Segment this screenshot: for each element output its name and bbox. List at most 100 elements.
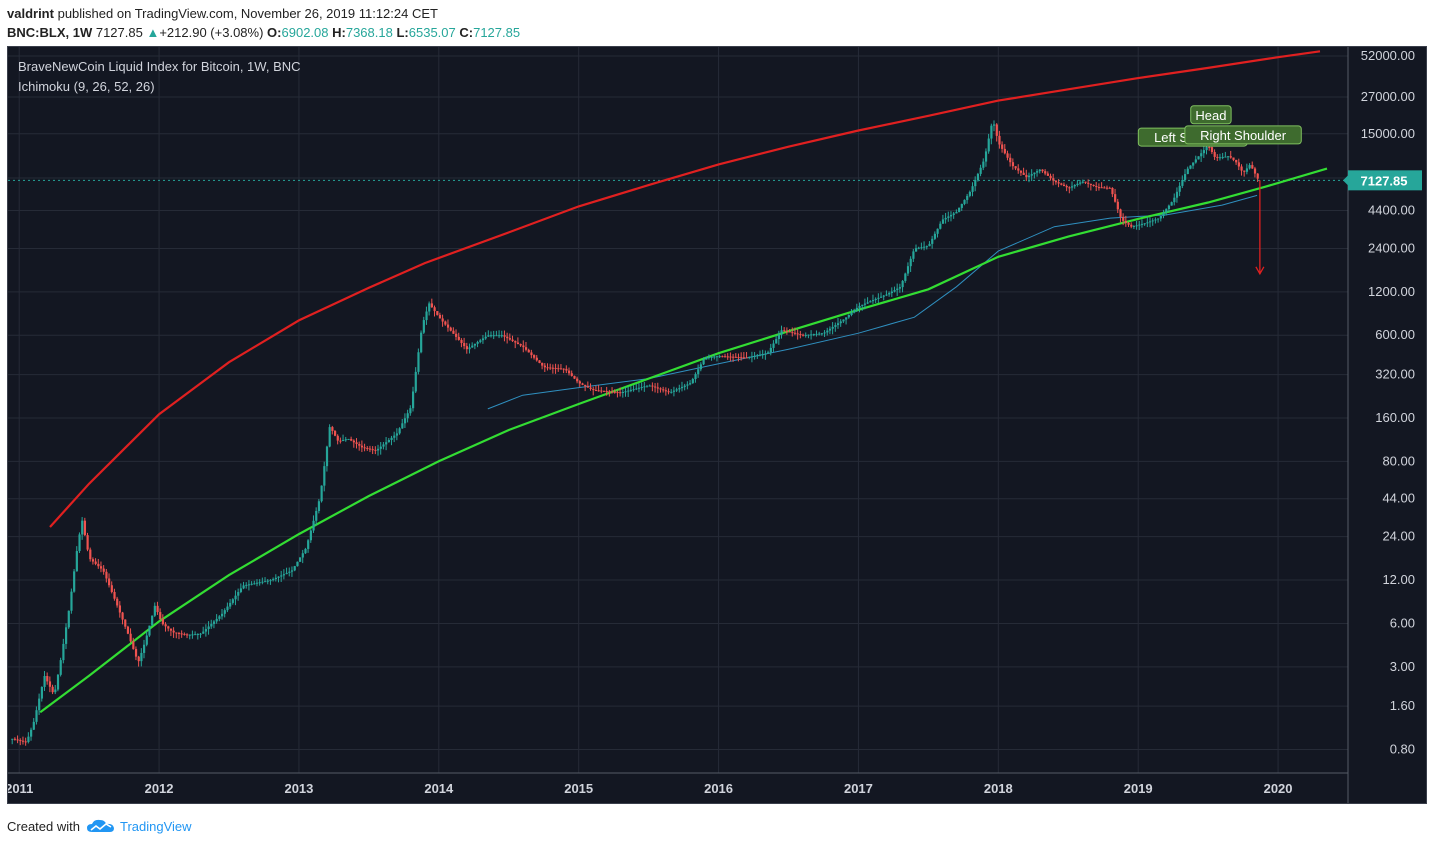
candle-body xyxy=(231,599,234,603)
candle-body xyxy=(847,315,850,318)
x-tick-label: 2011 xyxy=(8,781,33,796)
price-tag-bg xyxy=(1348,170,1422,191)
candle-body xyxy=(1162,212,1165,216)
candle-body xyxy=(1092,184,1095,186)
candle-body xyxy=(274,577,278,580)
support-curve[interactable] xyxy=(39,167,1328,714)
candle-body xyxy=(393,435,396,438)
last-price: 7127.85 xyxy=(95,25,143,40)
candle-body xyxy=(377,448,380,451)
pattern-label-bg xyxy=(1190,105,1232,125)
candle-body xyxy=(1122,216,1125,221)
candle-body xyxy=(288,571,291,573)
candle-body xyxy=(654,386,657,388)
candle-body xyxy=(576,378,579,382)
price-tag-label: 7127.85 xyxy=(1361,173,1408,188)
indicator-label[interactable]: Ichimoku (9, 26, 52, 26) xyxy=(18,79,155,94)
candle-body xyxy=(186,634,189,636)
candle-body xyxy=(866,302,869,304)
candle-body xyxy=(756,355,759,357)
candle-body xyxy=(342,439,345,441)
candle-body xyxy=(223,610,226,614)
y-tick-label: 6.00 xyxy=(1390,615,1415,630)
candle-body xyxy=(299,557,302,562)
low-value: 6535.07 xyxy=(408,25,456,40)
candle-body xyxy=(272,579,275,581)
candle-body xyxy=(982,161,985,168)
candle-body xyxy=(522,345,525,348)
x-tick-label: 2012 xyxy=(145,781,174,796)
close-label: C: xyxy=(459,25,474,40)
candle-body xyxy=(1165,209,1168,213)
candle-body xyxy=(573,375,576,379)
candle-body xyxy=(202,631,205,634)
resistance-curve[interactable] xyxy=(49,50,1321,528)
tradingview-link[interactable]: TradingView xyxy=(119,818,192,834)
candle-body xyxy=(285,572,288,575)
candle-body xyxy=(137,656,140,662)
candle-body xyxy=(670,391,673,393)
change-up-icon: ▲ xyxy=(146,25,160,40)
candle-body xyxy=(411,391,415,409)
candle-body xyxy=(936,228,939,234)
candle-body xyxy=(941,219,945,224)
candle-body xyxy=(430,303,434,308)
candle-body xyxy=(1041,169,1044,172)
candle-body xyxy=(1084,181,1087,183)
candle-body xyxy=(1119,209,1122,217)
candle-body xyxy=(1157,218,1160,220)
pattern-label[interactable]: Head xyxy=(1190,105,1232,125)
candle-body xyxy=(1232,157,1235,160)
candle-body xyxy=(1003,148,1006,154)
candle-body xyxy=(993,124,996,126)
candle-body xyxy=(807,334,810,336)
candle-body xyxy=(1087,182,1090,184)
candle-body xyxy=(850,312,853,316)
candle-body xyxy=(1149,221,1152,223)
candle-body xyxy=(390,437,393,441)
candle-body xyxy=(715,356,719,358)
candle-body xyxy=(1073,185,1076,187)
candle-body xyxy=(1138,224,1141,226)
candle-body xyxy=(549,367,552,369)
y-tick-label: 320.00 xyxy=(1375,367,1415,382)
candle-body xyxy=(277,576,280,578)
candle-body xyxy=(282,574,286,576)
candle-body xyxy=(221,613,224,617)
candle-body xyxy=(1170,202,1173,206)
candle-body xyxy=(30,729,33,737)
x-tick-label: 2015 xyxy=(564,781,593,796)
candle-body xyxy=(159,612,162,620)
candle-body xyxy=(210,623,213,627)
candle-body xyxy=(1146,222,1149,224)
candle-body xyxy=(293,566,296,571)
candle-body xyxy=(91,559,95,562)
candle-body xyxy=(118,605,121,613)
candle-body xyxy=(387,440,390,443)
author-name[interactable]: valdrint xyxy=(7,6,54,21)
candle-body xyxy=(253,583,256,585)
candle-body xyxy=(1245,168,1249,172)
candle-body xyxy=(86,535,89,550)
candle-body xyxy=(785,330,789,332)
price-axis-bg xyxy=(1348,47,1426,803)
candle-body xyxy=(909,258,912,267)
pattern-label[interactable]: Right Shoulder xyxy=(1184,125,1302,145)
candle-body xyxy=(239,588,243,593)
y-tick-label: 160.00 xyxy=(1375,410,1415,425)
candle-body xyxy=(624,391,627,393)
candle-body xyxy=(780,330,783,335)
candle-body xyxy=(307,540,310,549)
candle-body xyxy=(385,442,388,445)
candle-body xyxy=(1221,156,1224,158)
candle-body xyxy=(1235,159,1238,163)
candle-body xyxy=(611,391,614,393)
candle-body xyxy=(1044,171,1047,174)
candle-body xyxy=(562,368,565,370)
candle-body xyxy=(428,303,431,312)
candle-body xyxy=(508,338,512,340)
candle-body xyxy=(290,570,294,572)
candle-body xyxy=(1049,175,1052,179)
